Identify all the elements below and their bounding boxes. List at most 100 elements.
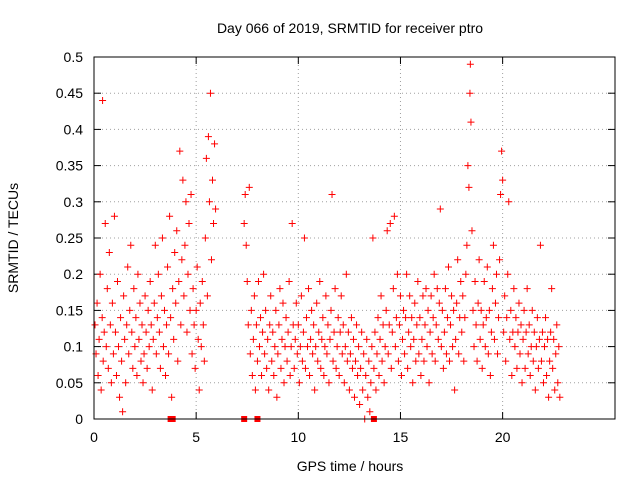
data-point	[505, 198, 513, 206]
data-point	[155, 328, 163, 336]
data-point	[134, 270, 142, 278]
data-point	[372, 386, 380, 394]
data-point	[170, 335, 178, 343]
data-point	[474, 299, 482, 307]
data-point	[292, 299, 300, 307]
data-point	[411, 299, 419, 307]
data-point	[345, 386, 353, 394]
data-point	[528, 306, 536, 314]
data-point	[495, 314, 503, 322]
data-point	[368, 343, 376, 351]
data-point	[285, 277, 293, 285]
data-point	[487, 328, 495, 336]
data-point	[392, 314, 400, 322]
data-point	[365, 357, 373, 365]
data-point	[376, 335, 384, 343]
grid	[94, 57, 615, 419]
data-point	[191, 364, 199, 372]
y-tick-label: 0.2	[64, 266, 84, 282]
data-point	[549, 364, 557, 372]
data-point	[512, 314, 520, 322]
data-point	[363, 335, 371, 343]
data-point	[416, 314, 424, 322]
x-axis-title: GPS time / hours	[297, 458, 404, 474]
data-point	[265, 386, 273, 394]
data-point	[245, 183, 253, 191]
data-point	[324, 321, 332, 329]
data-point	[393, 270, 401, 278]
data-point	[381, 343, 389, 351]
data-point	[128, 328, 136, 336]
data-point	[438, 306, 446, 314]
data-point	[310, 321, 318, 329]
data-point	[419, 292, 427, 300]
data-point	[391, 343, 399, 351]
data-point	[511, 343, 519, 351]
data-point	[462, 270, 470, 278]
data-point	[196, 299, 204, 307]
data-point	[452, 335, 460, 343]
data-point	[371, 328, 379, 336]
data-point	[475, 256, 483, 264]
x-tick-label: 0	[90, 429, 98, 445]
data-point	[542, 314, 550, 322]
data-point	[298, 357, 306, 365]
data-point	[330, 328, 338, 336]
data-point	[241, 191, 249, 199]
data-point	[198, 277, 206, 285]
data-point	[169, 285, 177, 293]
data-point	[497, 191, 505, 199]
data-point	[116, 393, 124, 401]
data-point	[551, 386, 559, 394]
data-point	[139, 379, 147, 387]
data-point	[506, 335, 514, 343]
data-point	[488, 285, 496, 293]
data-point	[195, 386, 203, 394]
data-point	[480, 277, 488, 285]
data-point	[101, 220, 109, 228]
data-point	[390, 212, 398, 220]
data-point	[288, 220, 296, 228]
data-point	[360, 350, 368, 358]
data-point	[461, 314, 469, 322]
data-point	[482, 314, 490, 322]
data-point	[351, 393, 358, 401]
data-point	[349, 335, 357, 343]
data-point	[189, 285, 197, 293]
data-point	[209, 176, 217, 184]
data-point	[424, 306, 432, 314]
data-point	[546, 357, 554, 365]
data-point	[108, 299, 116, 307]
x-tick-label: 15	[393, 429, 409, 445]
data-point	[140, 350, 148, 358]
data-point	[309, 350, 317, 358]
data-point	[441, 285, 449, 293]
data-point	[126, 306, 134, 314]
data-point	[397, 372, 405, 380]
plot-frame	[93, 56, 616, 420]
data-point	[466, 60, 474, 68]
data-point	[199, 321, 207, 329]
data-point	[270, 372, 278, 380]
data-point	[522, 328, 530, 336]
data-point	[157, 292, 165, 300]
data-point	[457, 277, 465, 285]
data-point	[449, 343, 457, 351]
data-point	[135, 335, 143, 343]
data-point	[95, 335, 103, 343]
data-point	[150, 299, 158, 307]
data-point	[172, 299, 180, 307]
data-point	[293, 350, 301, 358]
data-point	[286, 372, 294, 380]
data-point	[287, 343, 295, 351]
data-point	[210, 220, 218, 228]
data-point	[508, 372, 516, 380]
data-point	[500, 328, 508, 336]
data-point	[485, 306, 493, 314]
data-point	[344, 328, 352, 336]
data-point	[102, 343, 110, 351]
data-point	[343, 357, 351, 365]
data-point	[99, 96, 107, 104]
data-point	[385, 321, 393, 329]
data-point	[267, 292, 275, 300]
